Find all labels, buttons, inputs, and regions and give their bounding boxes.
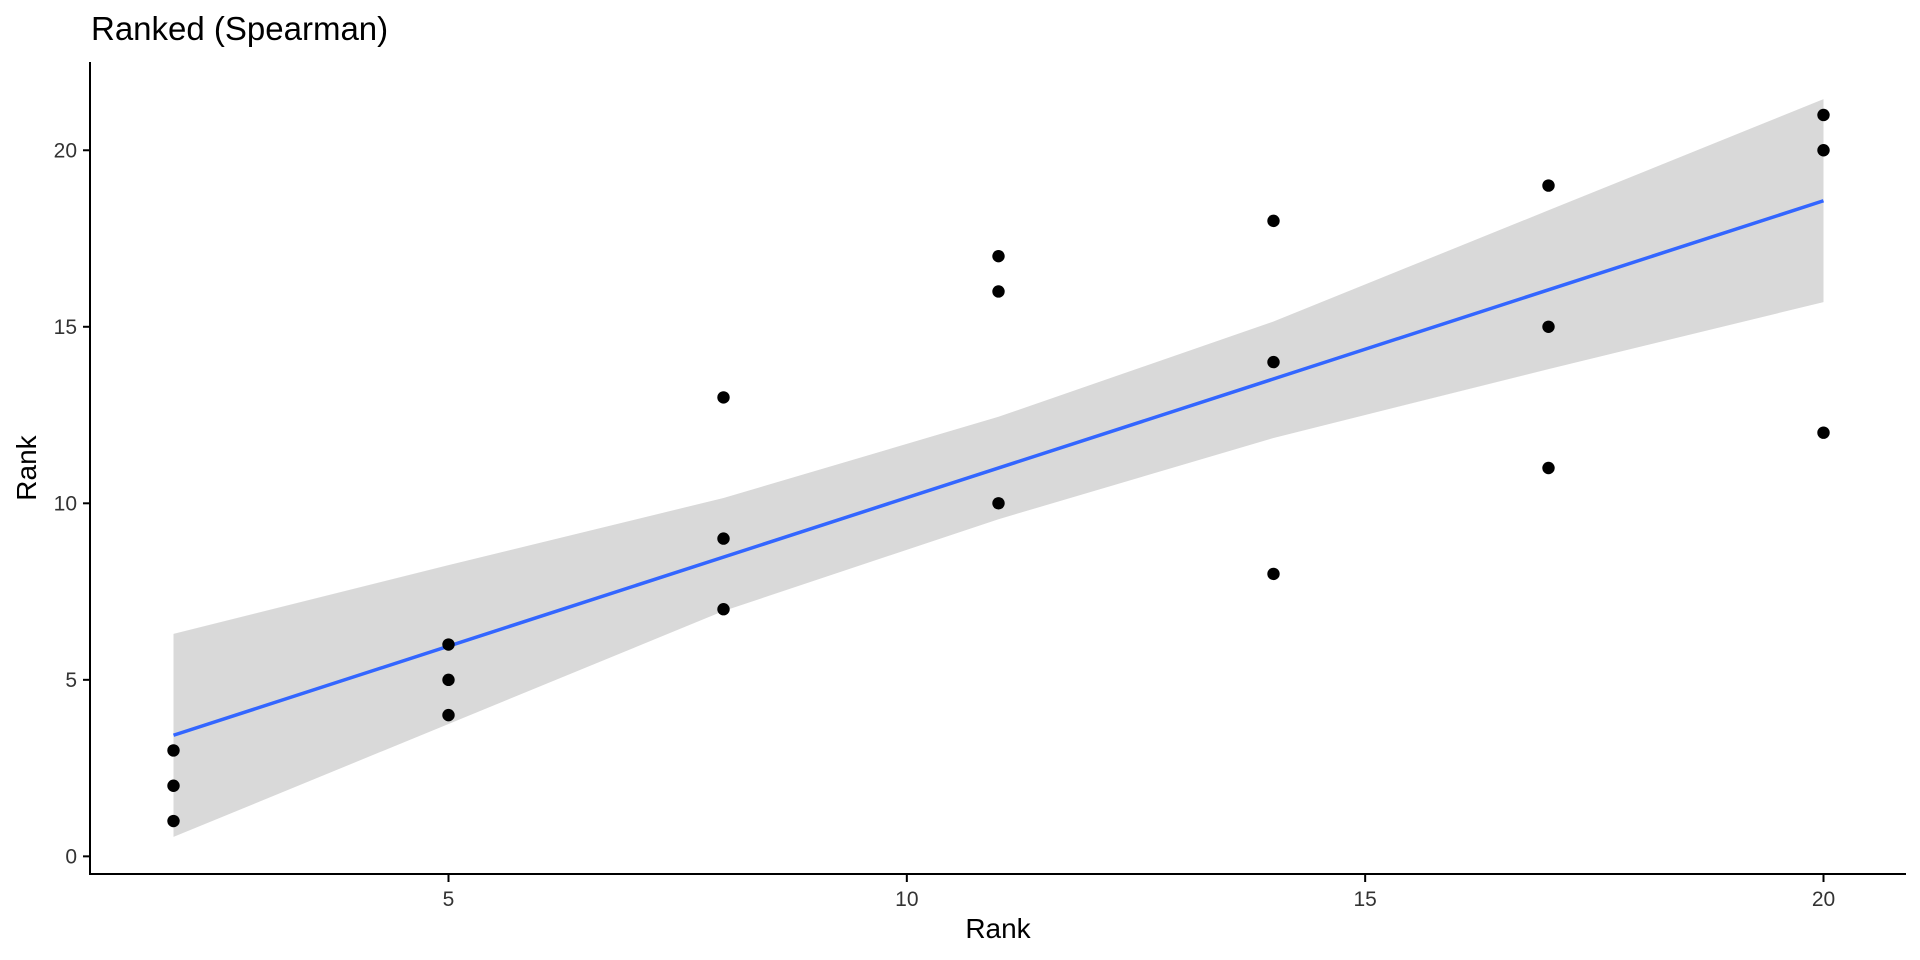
fit-line-layer <box>172 199 1825 737</box>
y-tick-label: 10 <box>54 492 77 515</box>
x-axis-title: Rank <box>965 913 1031 944</box>
x-tick-label: 10 <box>895 888 918 911</box>
y-axis-title: Rank <box>11 434 42 500</box>
data-point-5 <box>442 673 455 687</box>
data-point-20 <box>1817 144 1830 157</box>
x-tick-label: 15 <box>1353 888 1376 911</box>
data-point-16 <box>1542 461 1555 475</box>
data-point-9 <box>717 391 730 404</box>
x-ticks-layer: 5 10 15 20 <box>443 874 1835 911</box>
y-tick-label: 15 <box>54 316 77 339</box>
data-point-8 <box>717 532 730 545</box>
regression-line <box>172 199 1825 737</box>
data-point-7 <box>717 603 730 616</box>
axes-layer <box>89 62 1906 875</box>
data-point-17 <box>1542 320 1555 333</box>
data-point-15 <box>1267 214 1280 228</box>
y-tick-label: 5 <box>65 669 77 692</box>
chart-title: Ranked (Spearman) <box>91 10 388 47</box>
data-point-12 <box>992 249 1005 263</box>
data-point-1 <box>167 814 180 828</box>
data-point-14 <box>1267 355 1280 369</box>
x-tick-label: 5 <box>443 888 455 911</box>
data-point-6 <box>442 638 455 651</box>
data-point-19 <box>1817 426 1830 439</box>
data-point-3 <box>167 744 180 757</box>
data-point-13 <box>1267 567 1280 581</box>
data-point-2 <box>167 779 180 792</box>
y-tick-label: 0 <box>65 845 77 868</box>
data-point-21 <box>1817 108 1830 122</box>
data-point-18 <box>1542 179 1555 192</box>
y-ticks-layer: 0 5 10 15 20 <box>54 139 91 868</box>
data-point-4 <box>442 708 455 722</box>
data-point-11 <box>992 285 1005 298</box>
data-point-10 <box>992 497 1005 510</box>
y-tick-label: 20 <box>54 139 77 162</box>
x-tick-label: 20 <box>1812 888 1835 911</box>
points-layer <box>167 108 1830 828</box>
